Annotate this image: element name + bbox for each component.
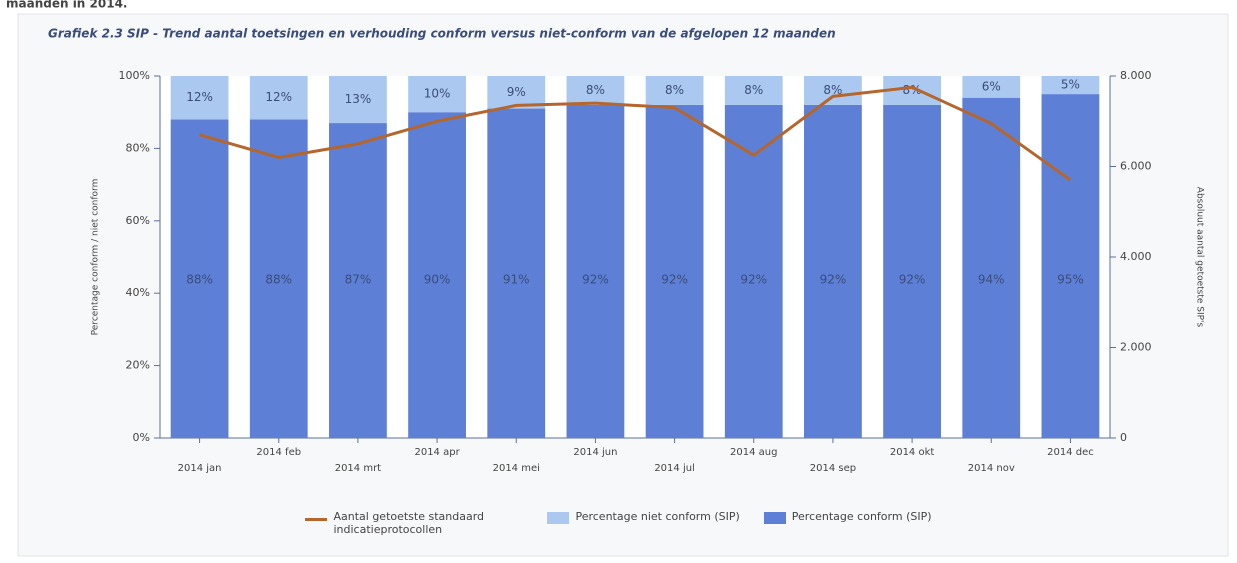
bar-value-label: 87% — [345, 273, 372, 287]
legend-label: Aantal getoetste standaard indicatieprot… — [333, 510, 485, 536]
bar-value-label: 91% — [503, 273, 530, 287]
x-tick-label: 2014 jan — [178, 463, 222, 474]
bar-value-label: 95% — [1057, 273, 1084, 287]
bar — [883, 104, 941, 439]
x-tick-label: 2014 feb — [256, 447, 301, 458]
bar — [408, 112, 466, 438]
legend-swatch — [547, 512, 570, 524]
y2-tick-label: 0 — [1120, 431, 1127, 444]
x-tick-label: 2014 mei — [493, 463, 540, 474]
plot-area — [160, 76, 1110, 438]
bar — [170, 76, 229, 120]
bar-value-label: 88% — [186, 273, 213, 287]
bar-value-label: 6% — [982, 79, 1001, 93]
y-tick-label: 0% — [133, 431, 150, 444]
bar — [249, 119, 308, 438]
bar-value-label: 92% — [740, 273, 767, 287]
legend-item: Percentage niet conform (SIP) — [547, 510, 740, 536]
bar-value-label: 8% — [744, 83, 763, 97]
y-tick-label: 100% — [119, 69, 150, 82]
bar-value-label: 90% — [424, 273, 451, 287]
y2-axis-label: Absoluut aantal getoetste SIP's — [1195, 187, 1205, 328]
bar — [170, 119, 229, 438]
bar-value-label: 10% — [424, 87, 451, 101]
bar-value-label: 88% — [265, 273, 292, 287]
x-tick-label: 2014 apr — [414, 447, 460, 458]
y-tick-label: 20% — [126, 359, 150, 372]
legend-item: Aantal getoetste standaard indicatieprot… — [305, 510, 523, 536]
chart-title: Grafiek 2.3 SIP - Trend aantal toetsinge… — [48, 27, 836, 41]
x-tick-label: 2014 jul — [654, 463, 695, 474]
bar — [724, 104, 783, 439]
bar-value-label: 92% — [661, 273, 688, 287]
x-tick-label: 2014 aug — [730, 447, 777, 458]
legend-item: Percentage conform (SIP) — [763, 510, 932, 536]
y-tick-label: 40% — [126, 286, 150, 299]
legend: Aantal getoetste standaard indicatieprot… — [0, 510, 1237, 536]
bar — [487, 108, 546, 438]
bar — [804, 76, 862, 105]
bar-value-label: 8% — [586, 83, 605, 97]
bar — [962, 76, 1021, 98]
bar-value-label: 92% — [582, 273, 609, 287]
bar — [962, 97, 1021, 438]
y2-tick-label: 8.000 — [1120, 69, 1152, 82]
bar — [724, 76, 783, 105]
x-tick-label: 2014 dec — [1047, 447, 1094, 458]
y2-tick-label: 2.000 — [1120, 341, 1152, 354]
line-series — [199, 85, 1072, 182]
bar — [408, 76, 466, 113]
bar-value-label: 5% — [1061, 78, 1080, 92]
bar-value-label: 12% — [186, 90, 213, 104]
bar — [804, 104, 862, 439]
bar-value-label: 9% — [507, 85, 526, 99]
bar — [329, 76, 387, 124]
bar-value-label: 92% — [899, 273, 926, 287]
y-tick-label: 80% — [126, 141, 150, 154]
bar — [645, 104, 704, 439]
x-tick-label: 2014 sep — [810, 463, 856, 474]
bar — [566, 76, 625, 105]
y2-tick-label: 4.000 — [1120, 250, 1152, 263]
y2-tick-label: 6.000 — [1120, 160, 1152, 173]
legend-label: Percentage conform (SIP) — [791, 510, 932, 523]
bar — [566, 104, 625, 439]
bar — [1041, 76, 1100, 95]
x-tick-label: 2014 okt — [890, 447, 935, 458]
bar — [645, 76, 704, 105]
bar-value-label: 12% — [265, 90, 292, 104]
legend-label: Percentage niet conform (SIP) — [575, 510, 740, 523]
bar — [487, 76, 546, 109]
y-tick-label: 60% — [126, 214, 150, 227]
legend-swatch — [763, 512, 786, 524]
bar-value-label: 8% — [823, 83, 842, 97]
legend-swatch — [305, 518, 328, 521]
bar-value-label: 92% — [820, 273, 847, 287]
x-tick-label: 2014 mrt — [335, 463, 381, 474]
x-tick-label: 2014 jun — [573, 447, 617, 458]
y-axis-label: Percentage conform / niet conform — [91, 179, 101, 336]
bar — [329, 123, 387, 438]
bar-value-label: 13% — [345, 92, 372, 106]
x-tick-label: 2014 nov — [968, 463, 1015, 474]
bar-value-label: 94% — [978, 273, 1005, 287]
bar — [249, 76, 308, 120]
bar-value-label: 8% — [665, 83, 684, 97]
bar — [1041, 94, 1100, 438]
header: maanden in 2014. — [6, 0, 127, 11]
